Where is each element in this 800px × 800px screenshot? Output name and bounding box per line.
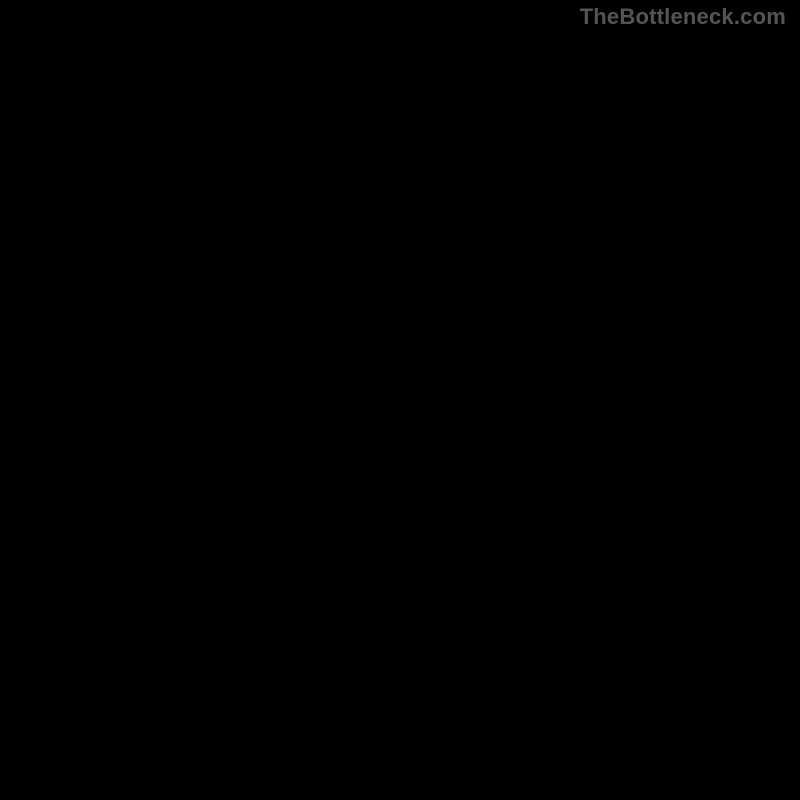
outer-frame [0, 0, 800, 800]
watermark-text: TheBottleneck.com [580, 4, 786, 30]
chart-root: TheBottleneck.com [0, 0, 800, 800]
